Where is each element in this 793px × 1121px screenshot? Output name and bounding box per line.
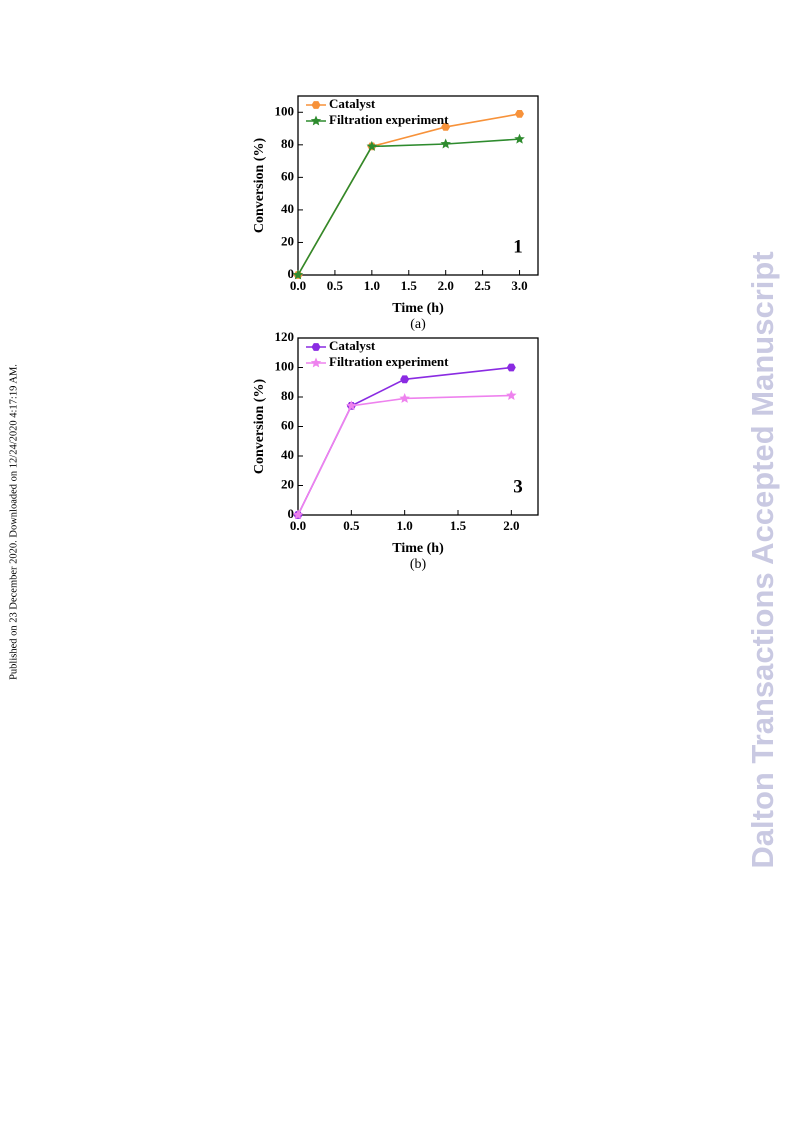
x-tick-label: 0.5	[327, 278, 344, 293]
annotation: 1	[513, 236, 523, 257]
legend-label: Catalyst	[329, 96, 376, 111]
series-line	[297, 394, 512, 516]
y-tick-label: 100	[275, 103, 295, 118]
y-tick-label: 40	[281, 201, 294, 216]
legend-marker	[310, 115, 322, 126]
y-tick-label: 0	[288, 266, 295, 281]
x-axis-label: Time (h)	[392, 301, 444, 316]
y-tick-label: 20	[281, 476, 294, 491]
x-tick-label: 1.0	[364, 278, 380, 293]
data-point	[346, 400, 357, 411]
x-tick-label: 1.0	[397, 518, 413, 533]
legend-marker	[310, 357, 322, 368]
y-tick-label: 60	[281, 168, 294, 183]
series-line	[297, 366, 512, 516]
data-point	[506, 363, 516, 372]
data-point	[440, 138, 451, 149]
caption: (b)	[410, 557, 427, 572]
caption: (a)	[410, 317, 426, 332]
series-line	[297, 113, 520, 276]
data-point	[292, 509, 304, 520]
y-tick-label: 0	[288, 506, 295, 521]
data-point	[506, 390, 517, 400]
watermark: Dalton Transactions Accepted Manuscript	[745, 251, 780, 868]
legend-marker	[311, 101, 321, 109]
y-tick-label: 80	[281, 388, 294, 403]
y-axis-label: Conversion (%)	[252, 138, 267, 234]
x-tick-label: 3.0	[511, 278, 527, 293]
legend-marker	[311, 343, 321, 351]
legend-label: Catalyst	[329, 338, 376, 353]
y-tick-label: 60	[281, 417, 294, 432]
data-point	[400, 375, 410, 384]
y-tick-label: 80	[281, 136, 294, 151]
y-axis-label: Conversion (%)	[252, 379, 267, 475]
y-tick-label: 40	[281, 447, 294, 462]
x-tick-label: 2.0	[503, 518, 519, 533]
x-tick-label: 0.0	[290, 518, 306, 533]
data-point	[441, 123, 451, 131]
x-axis-label: Time (h)	[392, 541, 444, 556]
data-point	[515, 110, 524, 118]
plot-frame	[297, 95, 539, 276]
y-tick-label: 20	[281, 233, 294, 248]
x-tick-label: 1.5	[450, 518, 467, 533]
x-tick-label: 0.0	[290, 278, 306, 293]
data-point	[292, 269, 304, 280]
legend-label: Filtration experiment	[329, 112, 449, 127]
x-tick-label: 1.5	[401, 278, 418, 293]
annotation: 3	[513, 476, 523, 497]
legend-label: Filtration experiment	[329, 354, 449, 369]
data-point	[514, 133, 525, 144]
data-point	[366, 140, 378, 151]
series-line	[297, 138, 520, 276]
data-point	[399, 393, 410, 403]
side-note: Published on 23 December 2020. Downloade…	[8, 364, 19, 680]
y-tick-label: 120	[275, 329, 295, 344]
y-tick-label: 100	[275, 358, 295, 373]
x-tick-label: 0.5	[343, 518, 360, 533]
x-tick-label: 2.0	[438, 278, 454, 293]
x-tick-label: 2.5	[474, 278, 491, 293]
